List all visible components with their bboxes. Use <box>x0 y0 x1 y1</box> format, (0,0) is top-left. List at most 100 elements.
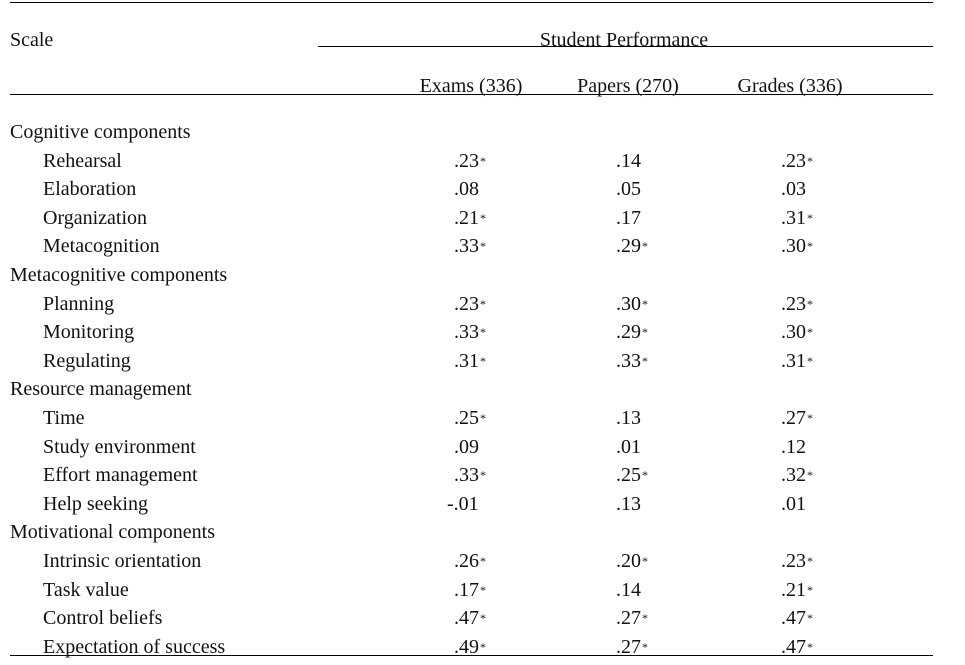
cell-value: .47 <box>781 607 806 630</box>
significance-star: * <box>642 325 648 340</box>
cell-value: .47 <box>454 607 479 630</box>
cell-value: .49 <box>454 635 479 658</box>
significance-star: * <box>807 353 813 368</box>
significance-star: * <box>642 639 648 654</box>
table-row: Planning .23* .30* .23* <box>0 294 965 322</box>
significance-star: * <box>480 582 486 597</box>
table-cell: .05 <box>616 179 641 199</box>
row-label: Elaboration <box>43 178 137 201</box>
cell-value: .03 <box>781 178 806 201</box>
table-cell: .13 <box>616 408 641 428</box>
group-label: Metacognitive components <box>10 264 228 286</box>
cell-value: .27 <box>616 607 641 630</box>
cell-value: .23 <box>454 292 479 315</box>
header-bottom-rule <box>10 94 933 95</box>
table-cell: .27* <box>781 408 813 428</box>
cell-value: .33 <box>616 349 641 372</box>
cell-value: .14 <box>616 149 641 172</box>
row-label: Task value <box>43 578 129 601</box>
table-cell: .03 <box>781 179 806 199</box>
significance-star: * <box>480 611 486 626</box>
cell-value: .23 <box>454 149 479 172</box>
table-cell: .23* <box>454 151 486 171</box>
row-label: Control beliefs <box>43 607 163 630</box>
table-row: Metacognition .33* .29* .30* <box>0 236 965 264</box>
cell-value: .14 <box>616 578 641 601</box>
row-label: Monitoring <box>43 321 135 344</box>
table-row: Regulating .31* .33* .31* <box>0 351 965 379</box>
cell-value: .27 <box>616 635 641 658</box>
significance-star: * <box>480 210 486 225</box>
table-cell: .33* <box>454 322 486 342</box>
table-cell: .23* <box>781 551 813 571</box>
table-cell: .32* <box>781 465 813 485</box>
table-cell: .17* <box>454 580 486 600</box>
significance-star: * <box>642 239 648 254</box>
cell-value: .09 <box>454 435 479 458</box>
significance-star: * <box>480 239 486 254</box>
spanner-rule <box>318 46 933 47</box>
table-cell: .12 <box>781 437 806 457</box>
cell-value: .33 <box>454 235 479 258</box>
cell-value: .27 <box>781 407 806 429</box>
cell-value: .17 <box>616 206 641 229</box>
table-group-row: Resource management <box>0 379 965 407</box>
cell-value: .01 <box>616 435 641 458</box>
significance-star: * <box>480 153 486 168</box>
significance-star: * <box>642 611 648 626</box>
scale-header: Scale <box>10 29 54 51</box>
significance-star: * <box>480 554 486 568</box>
cell-value: .20 <box>616 550 641 572</box>
cell-value: .31 <box>781 349 806 372</box>
table-cell: .29* <box>616 236 648 256</box>
cell-value: .25 <box>454 407 479 429</box>
table-group-row: Motivational components <box>0 522 965 550</box>
table-cell: .21* <box>454 208 486 228</box>
table-cell: .13 <box>616 494 641 514</box>
table-cell: .31* <box>454 351 486 371</box>
table-cell: .17 <box>616 208 641 228</box>
cell-value: .12 <box>781 435 806 458</box>
table-cell: .47* <box>454 608 486 628</box>
row-label: Intrinsic orientation <box>43 550 202 572</box>
table-row: Control beliefs .47* .27* .47* <box>0 608 965 636</box>
cell-value: .08 <box>454 178 479 201</box>
table-cell: .31* <box>781 208 813 228</box>
cell-value: .30 <box>781 321 806 344</box>
table-cell: .47* <box>781 608 813 628</box>
table-cell: .08 <box>454 179 479 199</box>
cell-value: .21 <box>781 578 806 601</box>
table-cell: .01 <box>781 494 806 514</box>
column-header-papers: Papers (270) <box>577 75 679 97</box>
significance-star: * <box>807 468 813 483</box>
table-row: Rehearsal .23* .14.23* <box>0 151 965 179</box>
row-label: Help seeking <box>43 492 148 515</box>
table-cell: .31* <box>781 351 813 371</box>
cell-value: .32 <box>781 464 806 487</box>
significance-star: * <box>807 582 813 597</box>
table-cell: .33* <box>454 236 486 256</box>
cell-value: .47 <box>781 635 806 658</box>
row-label: Metacognition <box>43 235 160 258</box>
row-label: Effort management <box>43 464 198 487</box>
table-cell: .21* <box>781 580 813 600</box>
table-cell: .23* <box>781 151 813 171</box>
cell-value: .31 <box>454 349 479 372</box>
table-cell: .27* <box>616 608 648 628</box>
table-cell: .27* <box>616 637 648 657</box>
significance-star: * <box>807 325 813 340</box>
top-rule <box>10 2 933 3</box>
table-row: Monitoring .33* .29* .30* <box>0 322 965 350</box>
group-label: Resource management <box>10 378 192 401</box>
table-row: Study environment .09 .01 .12 <box>0 437 965 465</box>
cell-value: .26 <box>454 550 479 572</box>
significance-star: * <box>480 411 486 425</box>
cell-value: .30 <box>781 235 806 258</box>
table-row: Expectation of success .49* .27* .47* <box>0 637 965 665</box>
group-label: Cognitive components <box>10 121 191 143</box>
significance-star: * <box>807 554 813 568</box>
table-row: Effort management .33* .25* .32* <box>0 465 965 493</box>
significance-star: * <box>807 239 813 254</box>
cell-value: .13 <box>616 407 641 429</box>
table-cell: .33* <box>616 351 648 371</box>
